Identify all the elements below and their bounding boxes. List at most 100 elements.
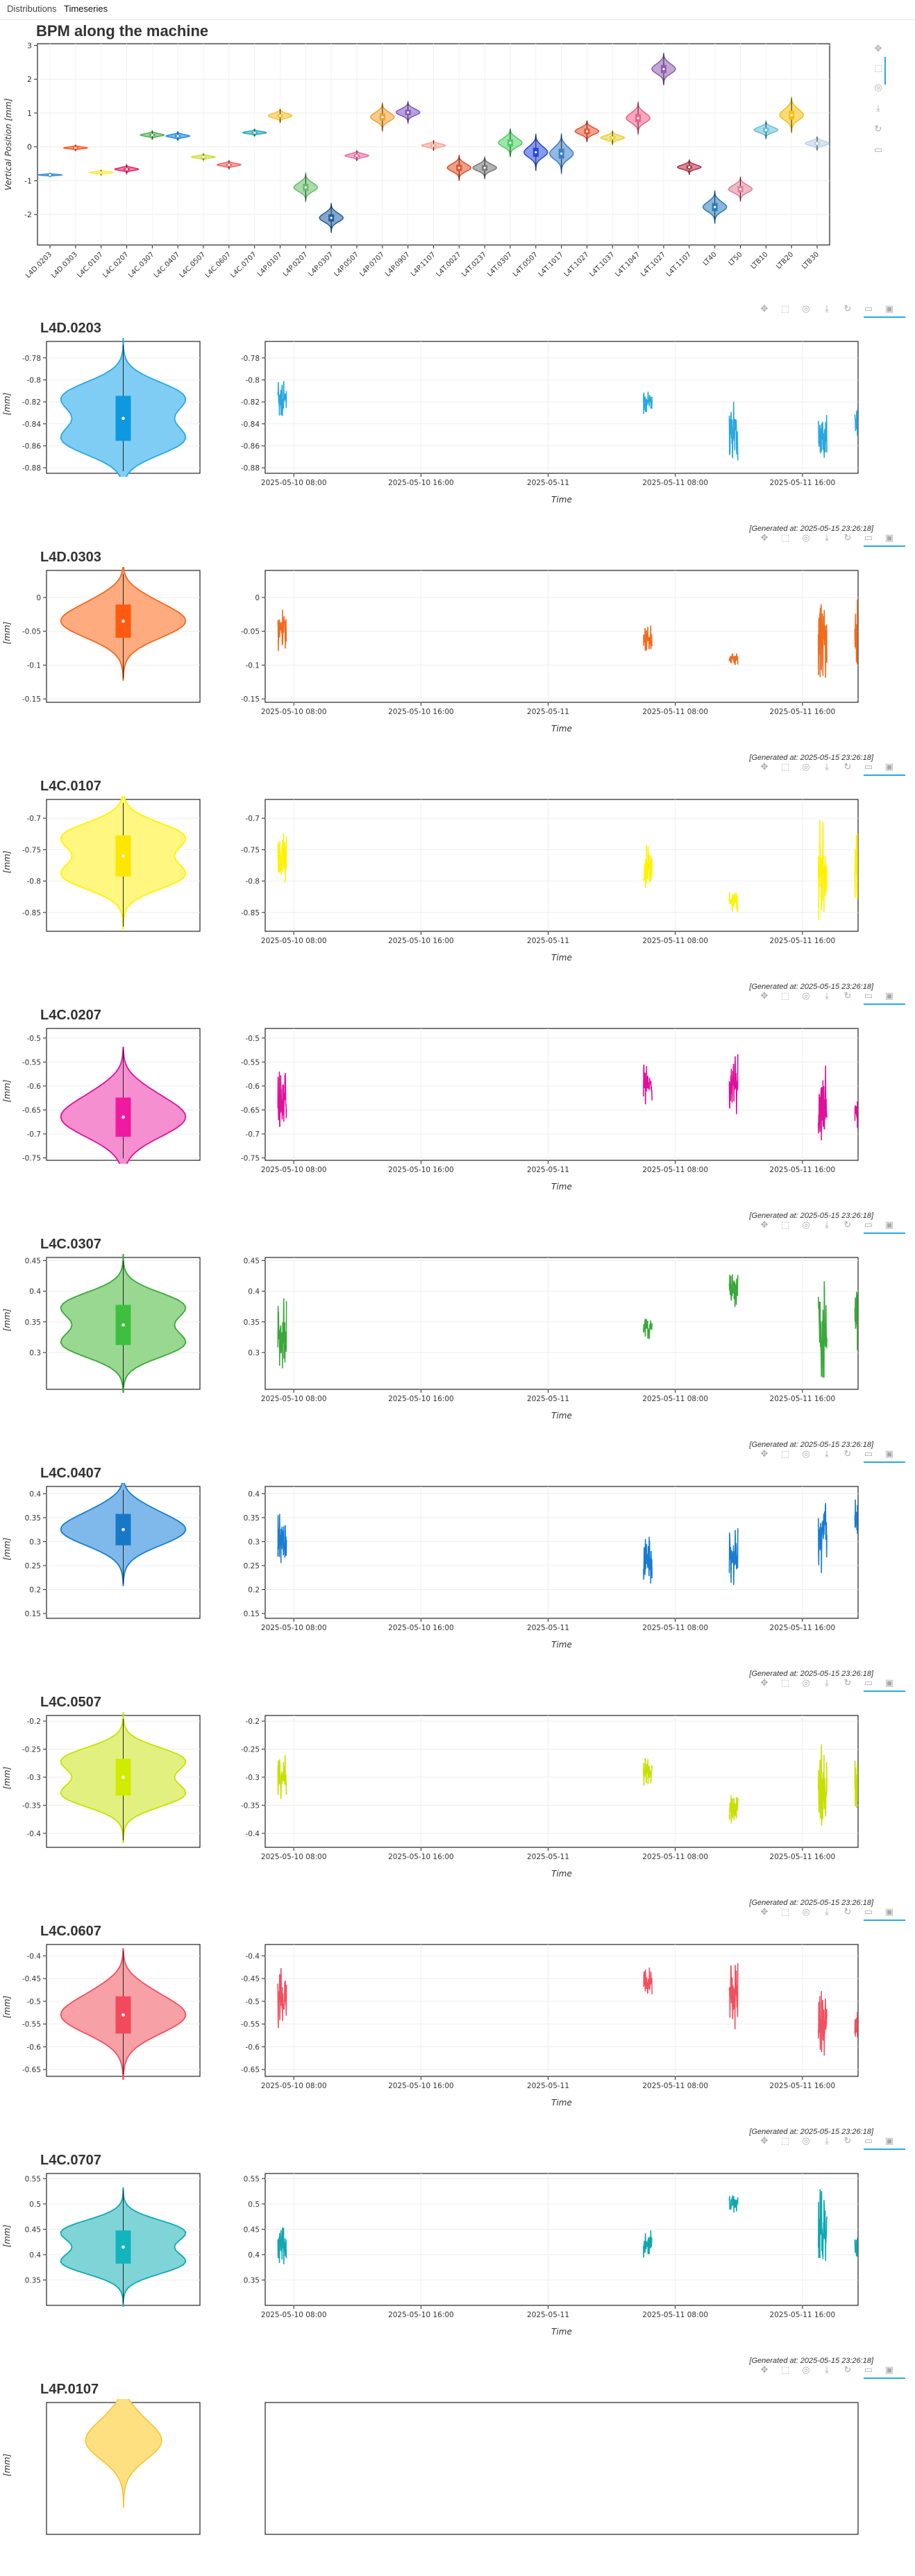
pan-icon[interactable]: ✥ (760, 1907, 769, 1917)
pan-icon[interactable]: ✥ (760, 1449, 769, 1459)
box-zoom-icon[interactable]: ⬚ (780, 991, 790, 1001)
save-icon[interactable]: ⤓ (825, 1907, 829, 1917)
box-zoom-icon[interactable]: ⬚ (873, 63, 883, 74)
pan-icon[interactable]: ✥ (760, 304, 769, 314)
box-zoom-icon[interactable]: ⬚ (780, 533, 790, 543)
help-icon[interactable]: ▣ (884, 762, 894, 772)
help-icon[interactable]: ▣ (884, 991, 894, 1001)
box-zoom-icon[interactable]: ⬚ (780, 1678, 790, 1688)
box-zoom-icon[interactable]: ⬚ (780, 1907, 790, 1917)
bpm-violin-chart[interactable]: [mm] -0.5 -0.55 -0.6 -0.65 -0.7 -0.75 (0, 1025, 208, 1164)
reset-icon[interactable]: ↻ (843, 1907, 852, 1917)
save-icon[interactable]: ⤓ (825, 2365, 829, 2375)
box-zoom-icon[interactable]: ⬚ (780, 1449, 790, 1459)
wheel-zoom-icon[interactable]: ◎ (802, 1678, 810, 1688)
tab-timeseries[interactable]: Timeseries (64, 3, 108, 14)
wheel-zoom-icon[interactable]: ◎ (802, 304, 810, 314)
box-zoom-icon[interactable]: ⬚ (780, 1220, 790, 1230)
hover-icon[interactable]: ▭ (864, 2365, 873, 2375)
wheel-zoom-icon[interactable]: ◎ (802, 533, 810, 543)
box-zoom-icon[interactable]: ⬚ (780, 2365, 790, 2375)
wheel-zoom-icon[interactable]: ◎ (802, 1449, 810, 1459)
help-icon[interactable]: ▣ (884, 533, 894, 543)
help-icon[interactable]: ▣ (884, 1220, 894, 1230)
bpm-timeseries-chart[interactable]: -0.7 -0.75 -0.8 -0.85 2025-05-10 08:00 2025-0… (222, 796, 903, 973)
save-icon[interactable]: ⤓ (825, 1220, 829, 1230)
save-icon[interactable]: ⤓ (825, 533, 829, 543)
save-icon[interactable]: ⤓ (876, 103, 880, 114)
pan-icon[interactable]: ✥ (760, 1678, 769, 1688)
wheel-zoom-icon[interactable]: ◎ (874, 83, 882, 93)
bpm-violin-chart[interactable]: [mm] 0.45 0.4 0.35 0.3 (0, 1254, 208, 1393)
save-icon[interactable]: ⤓ (825, 991, 829, 1001)
bpm-violin-chart[interactable]: [mm] -0.7 -0.75 -0.8 -0.85 (0, 796, 208, 935)
bpm-timeseries-chart[interactable]: 0.45 0.4 0.35 0.3 2025-05-10 08:00 2025-05-10… (222, 1254, 903, 1431)
wheel-zoom-icon[interactable]: ◎ (802, 2365, 810, 2375)
hover-icon[interactable]: ▭ (864, 762, 873, 772)
bpm-violin-chart[interactable]: [mm] -0.78 -0.8 -0.82 -0.84 -0.86 -0.88 (0, 338, 208, 477)
hover-icon[interactable]: ▭ (864, 1907, 873, 1917)
reset-icon[interactable]: ↻ (843, 2365, 852, 2375)
help-icon[interactable]: ▣ (884, 1678, 894, 1688)
reset-icon[interactable]: ↻ (843, 762, 852, 772)
hover-icon[interactable]: ▭ (864, 533, 873, 543)
help-icon[interactable]: ▣ (884, 1907, 894, 1917)
save-icon[interactable]: ⤓ (825, 1449, 829, 1459)
bpm-timeseries-chart[interactable]: 0.55 0.5 0.45 0.4 0.35 2025-05-10 08:00 2025-0… (222, 2170, 903, 2347)
pan-icon[interactable]: ✥ (760, 2136, 769, 2146)
hover-icon[interactable]: ▭ (864, 991, 873, 1001)
hover-icon[interactable]: ▭ (873, 145, 883, 155)
box-zoom-icon[interactable]: ⬚ (780, 304, 790, 314)
tab-distributions[interactable]: Distributions (7, 3, 57, 14)
save-icon[interactable]: ⤓ (825, 1678, 829, 1688)
reset-icon[interactable]: ↻ (843, 1678, 852, 1688)
pan-icon[interactable]: ✥ (760, 762, 769, 772)
bpm-timeseries-chart[interactable] (222, 2399, 903, 2576)
reset-icon[interactable]: ↻ (843, 2136, 852, 2146)
reset-icon[interactable]: ↻ (874, 124, 882, 135)
bpm-violin-chart[interactable]: [mm] (0, 2399, 208, 2538)
hover-icon[interactable]: ▭ (864, 1678, 873, 1688)
box-zoom-icon[interactable]: ⬚ (780, 2136, 790, 2146)
reset-icon[interactable]: ↻ (843, 1220, 852, 1230)
pan-icon[interactable]: ✥ (874, 44, 882, 54)
wheel-zoom-icon[interactable]: ◎ (802, 991, 810, 1001)
save-icon[interactable]: ⤓ (825, 304, 829, 314)
reset-icon[interactable]: ↻ (843, 304, 852, 314)
bpm-timeseries-chart[interactable]: -0.2 -0.25 -0.3 -0.35 -0.4 2025-05-10 08:00 20… (222, 1712, 903, 1889)
hover-icon[interactable]: ▭ (864, 1220, 873, 1230)
box-zoom-icon[interactable]: ⬚ (780, 762, 790, 772)
pan-icon[interactable]: ✥ (760, 533, 769, 543)
reset-icon[interactable]: ↻ (843, 1449, 852, 1459)
bpm-violin-chart[interactable]: [mm] -0.2 -0.25 -0.3 -0.35 -0.4 (0, 1712, 208, 1851)
wheel-zoom-icon[interactable]: ◎ (802, 762, 810, 772)
save-icon[interactable]: ⤓ (825, 2136, 829, 2146)
bpm-violin-chart[interactable]: [mm] -0.4 -0.45 -0.5 -0.55 -0.6 -0.65 (0, 1941, 208, 2080)
hover-icon[interactable]: ▭ (864, 304, 873, 314)
pan-icon[interactable]: ✥ (760, 1220, 769, 1230)
bpm-violin-chart[interactable]: [mm] 0.4 0.35 0.3 0.25 0.2 0.15 (0, 1483, 208, 1622)
violin-median (121, 1775, 125, 1779)
pan-icon[interactable]: ✥ (760, 991, 769, 1001)
reset-icon[interactable]: ↻ (843, 533, 852, 543)
help-icon[interactable]: ▣ (884, 2136, 894, 2146)
pan-icon[interactable]: ✥ (760, 2365, 769, 2375)
reset-icon[interactable]: ↻ (843, 991, 852, 1001)
save-icon[interactable]: ⤓ (825, 762, 829, 772)
bpm-violin-chart[interactable]: [mm] 0 -0.05 -0.1 -0.15 (0, 567, 208, 706)
bpm-timeseries-chart[interactable]: -0.78-0.8-0.82-0.84-0.86-0.882025-05-10 … (222, 338, 903, 515)
wheel-zoom-icon[interactable]: ◎ (802, 1220, 810, 1230)
help-icon[interactable]: ▣ (884, 1449, 894, 1459)
bpm-violin-chart[interactable]: [mm] 0.55 0.5 0.45 0.4 0.35 (0, 2170, 208, 2309)
help-icon[interactable]: ▣ (884, 2365, 894, 2375)
hover-icon[interactable]: ▭ (864, 2136, 873, 2146)
hover-icon[interactable]: ▭ (864, 1449, 873, 1459)
help-icon[interactable]: ▣ (884, 304, 894, 314)
wheel-zoom-icon[interactable]: ◎ (802, 2136, 810, 2146)
wheel-zoom-icon[interactable]: ◎ (802, 1907, 810, 1917)
